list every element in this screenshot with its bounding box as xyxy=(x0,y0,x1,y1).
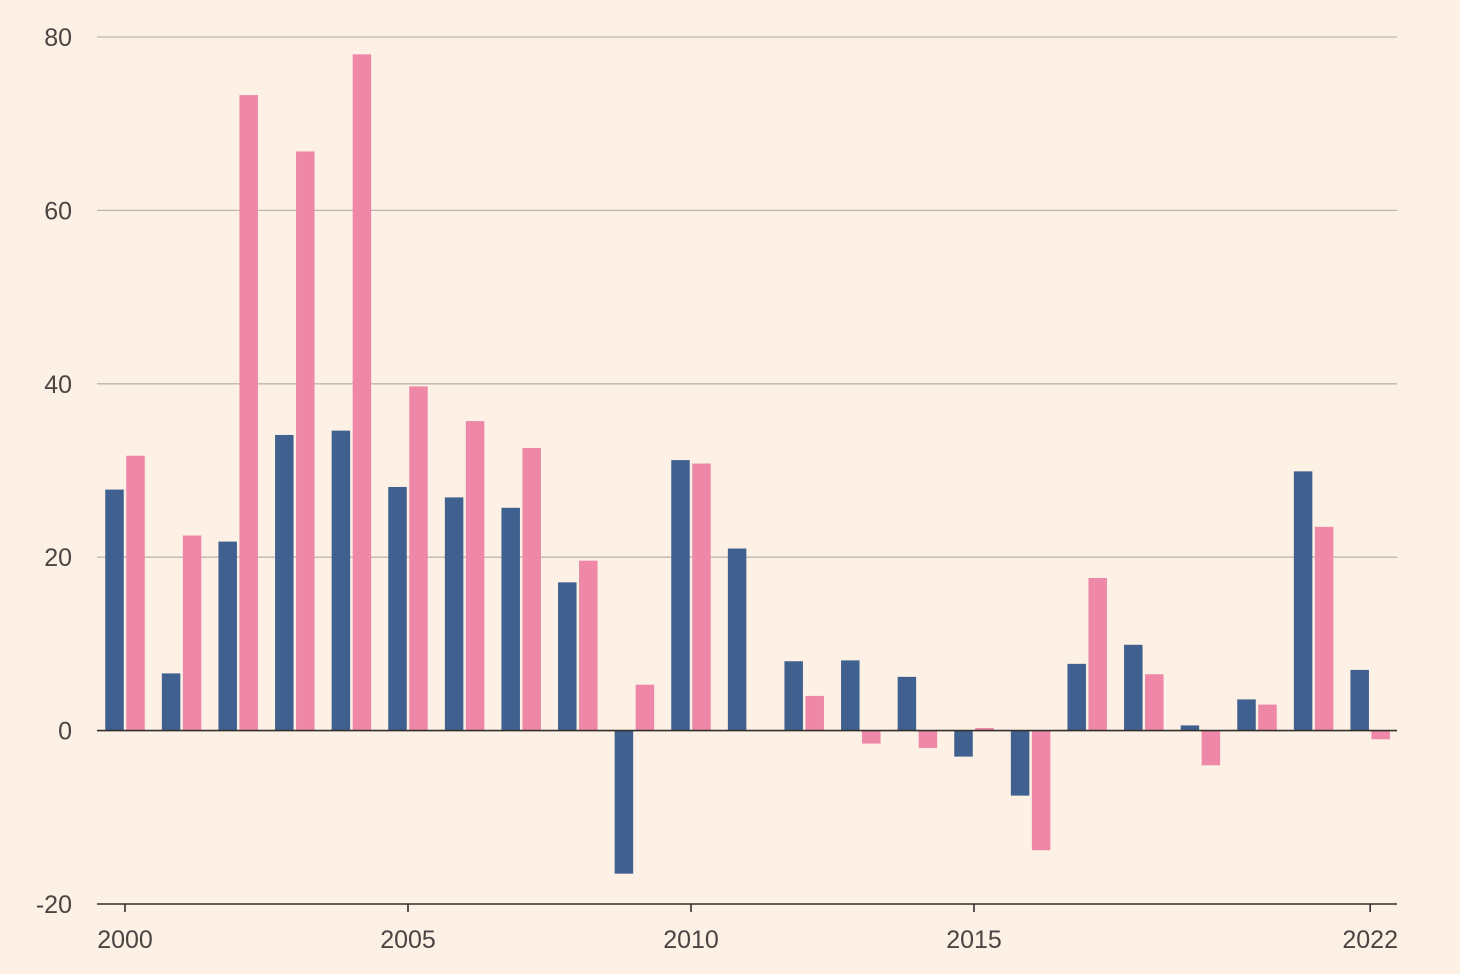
bar-series-b-2014 xyxy=(918,730,938,748)
x-tick-label: 2000 xyxy=(97,926,153,954)
bar-series-a-2020 xyxy=(1237,699,1256,731)
bar-series-a-2016 xyxy=(1010,730,1030,796)
bar-series-a-2013 xyxy=(841,660,860,731)
bar-series-a-2018 xyxy=(1124,644,1143,731)
bar-series-a-2021 xyxy=(1293,471,1313,731)
bar-series-b-2016 xyxy=(1031,730,1051,851)
bar-series-a-2006 xyxy=(444,497,464,731)
bar-series-b-2000 xyxy=(126,455,145,731)
bar-series-b-2005 xyxy=(409,386,428,731)
bar-series-b-2020 xyxy=(1258,704,1277,731)
x-tick-label: 2015 xyxy=(946,926,1002,954)
y-tick-label: 80 xyxy=(44,24,72,52)
bar-series-a-2012 xyxy=(784,661,803,731)
bar-series-b-2017 xyxy=(1088,578,1107,731)
bar-series-b-2003 xyxy=(296,151,315,731)
bar-series-b-2006 xyxy=(465,421,485,731)
bar-series-a-2007 xyxy=(501,507,520,731)
bar-series-a-2001 xyxy=(161,673,181,731)
bar-series-a-2019 xyxy=(1180,725,1200,731)
y-tick-label: -20 xyxy=(36,891,72,919)
bar-series-a-2003 xyxy=(275,434,294,731)
x-tick-label: 2010 xyxy=(663,926,719,954)
bar-series-b-2021 xyxy=(1314,526,1334,731)
y-tick-label: 60 xyxy=(44,197,72,225)
bars xyxy=(105,54,1390,874)
bar-series-a-2011 xyxy=(727,548,747,731)
bar-series-a-2015 xyxy=(954,730,973,757)
bar-series-a-2022 xyxy=(1350,669,1369,731)
bar-series-a-2009 xyxy=(614,730,634,874)
bar-series-b-2013 xyxy=(862,730,881,744)
bar-series-a-2014 xyxy=(897,676,917,731)
axes xyxy=(97,729,1397,912)
y-tick-label: 40 xyxy=(44,371,72,399)
bar-series-b-2019 xyxy=(1201,730,1221,766)
bar-series-a-2002 xyxy=(218,541,237,731)
bar-series-a-2000 xyxy=(105,489,124,731)
bar-series-b-2002 xyxy=(239,95,258,731)
tick-labels: 80 60 40 20 0 -20 2000 2005 2010 2015 2022 xyxy=(36,24,1398,954)
bar-series-a-2017 xyxy=(1067,663,1086,731)
bar-series-a-2004 xyxy=(331,430,351,731)
bar-series-b-2008 xyxy=(579,560,598,731)
bar-series-b-2010 xyxy=(692,463,711,731)
bar-series-b-2004 xyxy=(352,54,372,731)
bar-series-b-2018 xyxy=(1145,674,1164,731)
bar-series-b-2009 xyxy=(635,684,655,731)
x-tick-label: 2005 xyxy=(380,926,436,954)
bar-series-b-2001 xyxy=(182,535,202,731)
bar-series-a-2005 xyxy=(388,486,407,731)
x-tick-label: 2022 xyxy=(1342,926,1398,954)
bar-series-b-2022 xyxy=(1371,730,1390,740)
y-tick-label: 0 xyxy=(58,718,72,746)
bar-series-b-2012 xyxy=(805,695,824,731)
bar-series-a-2010 xyxy=(671,460,690,731)
bar-series-a-2008 xyxy=(558,582,577,731)
y-tick-label: 20 xyxy=(44,544,72,572)
bar-series-b-2007 xyxy=(522,447,541,731)
bar-series-b-2015 xyxy=(975,728,994,731)
